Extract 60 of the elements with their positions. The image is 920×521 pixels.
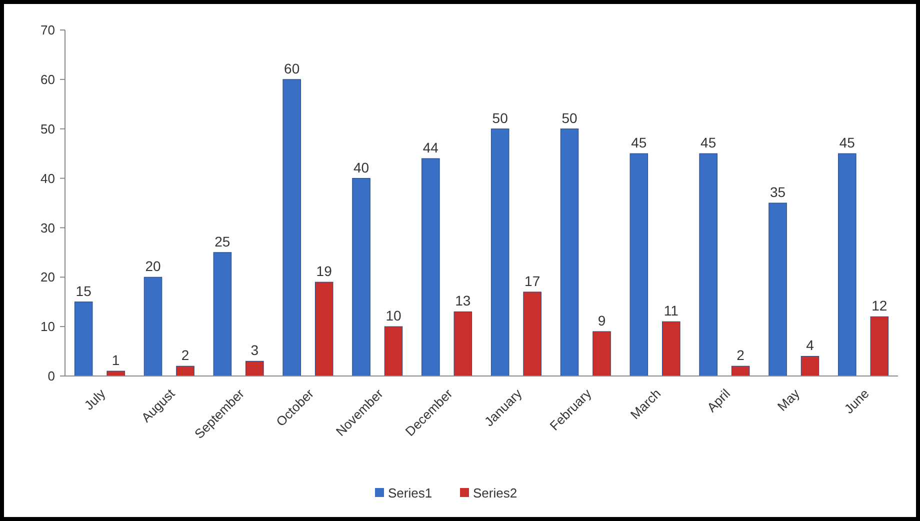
bar xyxy=(246,360,264,376)
y-tick-label: 40 xyxy=(40,170,55,186)
bar xyxy=(800,356,820,376)
data-label: 9 xyxy=(598,312,606,329)
data-label: 45 xyxy=(839,134,856,151)
data-label: 50 xyxy=(492,110,508,126)
data-label: 44 xyxy=(422,140,439,156)
data-label: 4 xyxy=(806,337,814,354)
data-label: 13 xyxy=(455,292,471,309)
bar xyxy=(176,366,194,376)
bar xyxy=(630,153,648,376)
data-label: 60 xyxy=(284,60,300,76)
y-tick-label: 20 xyxy=(40,270,55,285)
bar xyxy=(490,128,510,376)
data-label: 40 xyxy=(353,159,370,176)
bar xyxy=(422,158,440,376)
bar xyxy=(662,321,680,376)
data-label: 45 xyxy=(700,134,716,151)
bar xyxy=(870,316,889,376)
bar xyxy=(74,302,93,376)
y-tick-label: 60 xyxy=(40,72,55,87)
data-label: 17 xyxy=(524,272,540,289)
bar xyxy=(699,153,718,376)
data-label: 15 xyxy=(76,282,92,299)
legend-label: Series2 xyxy=(473,486,518,501)
data-label: 12 xyxy=(872,298,888,314)
data-label: 11 xyxy=(664,302,679,319)
y-tick-label: 30 xyxy=(40,220,55,236)
data-label: 1 xyxy=(112,352,120,368)
y-tick-label: 0 xyxy=(48,368,55,384)
data-label: 20 xyxy=(145,258,161,274)
data-label: 10 xyxy=(386,308,402,324)
y-tick-label: 50 xyxy=(40,121,55,136)
bar xyxy=(454,311,472,376)
data-label: 3 xyxy=(250,342,259,358)
bar xyxy=(523,292,542,376)
y-tick-label: 70 xyxy=(40,22,55,38)
data-label: 2 xyxy=(181,347,190,364)
bar xyxy=(352,178,370,376)
bar xyxy=(731,366,750,376)
data-label: 45 xyxy=(631,134,647,151)
data-label: 19 xyxy=(316,263,332,280)
bar xyxy=(106,370,125,376)
bar xyxy=(592,331,611,376)
x-tick-label: May xyxy=(774,386,803,414)
bar xyxy=(384,326,403,376)
x-tick-label: July xyxy=(81,386,109,413)
bar xyxy=(560,128,579,376)
data-label: 25 xyxy=(214,233,230,250)
bar xyxy=(282,79,301,376)
bar xyxy=(768,202,787,376)
bar xyxy=(314,282,334,376)
bar xyxy=(213,252,232,376)
data-label: 50 xyxy=(562,110,578,126)
data-label: 2 xyxy=(736,347,745,364)
bar xyxy=(144,276,162,376)
legend-label: Series1 xyxy=(388,486,432,501)
bar xyxy=(838,153,856,376)
data-label: 35 xyxy=(770,184,786,200)
y-tick-label: 10 xyxy=(40,319,55,334)
